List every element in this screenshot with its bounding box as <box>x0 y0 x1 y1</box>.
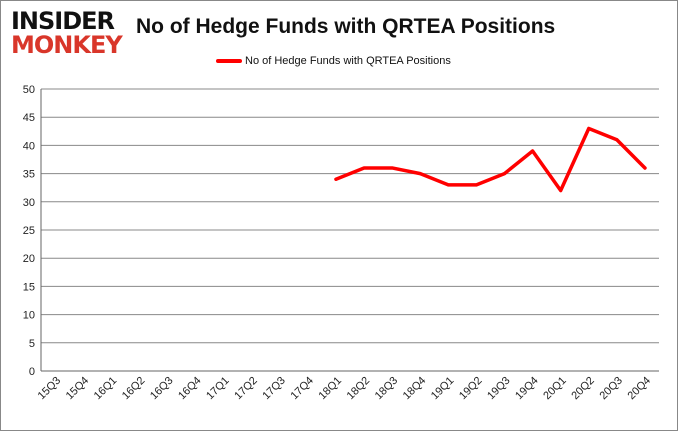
y-tick-label: 25 <box>23 225 35 237</box>
x-tick-label: 17Q4 <box>288 375 316 403</box>
x-tick-label: 16Q2 <box>120 375 148 403</box>
legend-swatch <box>216 59 242 63</box>
data-point <box>559 189 563 193</box>
x-tick-label: 18Q2 <box>345 375 373 403</box>
chart-title: No of Hedge Funds with QRTEA Positions <box>136 15 556 38</box>
x-tick-label: 19Q3 <box>485 375 513 403</box>
series-line <box>334 126 647 193</box>
data-point <box>474 183 478 187</box>
y-tick-label: 0 <box>29 366 35 378</box>
x-tick-label: 17Q1 <box>204 375 232 403</box>
y-tick-label: 50 <box>23 84 35 96</box>
legend-label: No of Hedge Funds with QRTEA Positions <box>245 55 451 67</box>
legend: No of Hedge Funds with QRTEA Positions <box>216 55 451 67</box>
data-point <box>643 166 647 170</box>
x-tick-label: 18Q1 <box>317 375 345 403</box>
x-tick-label: 20Q3 <box>597 375 625 403</box>
y-tick-label: 30 <box>23 197 35 209</box>
data-point <box>587 126 591 130</box>
x-tick-label: 20Q2 <box>569 375 597 403</box>
y-tick-label: 5 <box>29 338 35 350</box>
x-tick-label: 15Q4 <box>64 375 92 403</box>
y-tick-label: 40 <box>23 140 35 152</box>
x-tick-label: 16Q4 <box>176 375 204 403</box>
data-point <box>503 172 506 176</box>
x-tick-label: 18Q4 <box>401 375 429 403</box>
data-point <box>418 172 422 176</box>
data-point <box>362 166 366 170</box>
y-tick-label: 35 <box>23 169 35 181</box>
x-tick-label: 19Q2 <box>457 375 485 403</box>
x-tick-label: 19Q4 <box>513 375 541 403</box>
x-tick-label: 20Q1 <box>541 375 569 403</box>
x-tick-label: 19Q1 <box>429 375 457 403</box>
data-point <box>531 149 535 153</box>
x-tick-label: 16Q1 <box>92 375 120 403</box>
data-point <box>390 166 394 170</box>
data-point <box>615 138 619 142</box>
y-tick-label: 15 <box>23 281 35 293</box>
logo-line2: MONKEY <box>11 31 123 59</box>
y-tick-label: 10 <box>23 310 35 322</box>
y-tick-label: 20 <box>23 253 35 265</box>
y-tick-label: 45 <box>23 112 35 124</box>
data-point <box>334 177 338 181</box>
data-point <box>446 183 450 187</box>
x-tick-label: 16Q3 <box>148 375 176 403</box>
x-tick-label: 20Q4 <box>626 375 654 403</box>
x-tick-label: 15Q3 <box>36 375 64 403</box>
x-tick-label: 17Q3 <box>260 375 288 403</box>
x-tick-label: 17Q2 <box>232 375 260 403</box>
x-tick-label: 18Q3 <box>373 375 401 403</box>
insider-monkey-logo: INSIDER MONKEY <box>11 7 123 59</box>
logo-line1: INSIDER <box>11 7 115 35</box>
